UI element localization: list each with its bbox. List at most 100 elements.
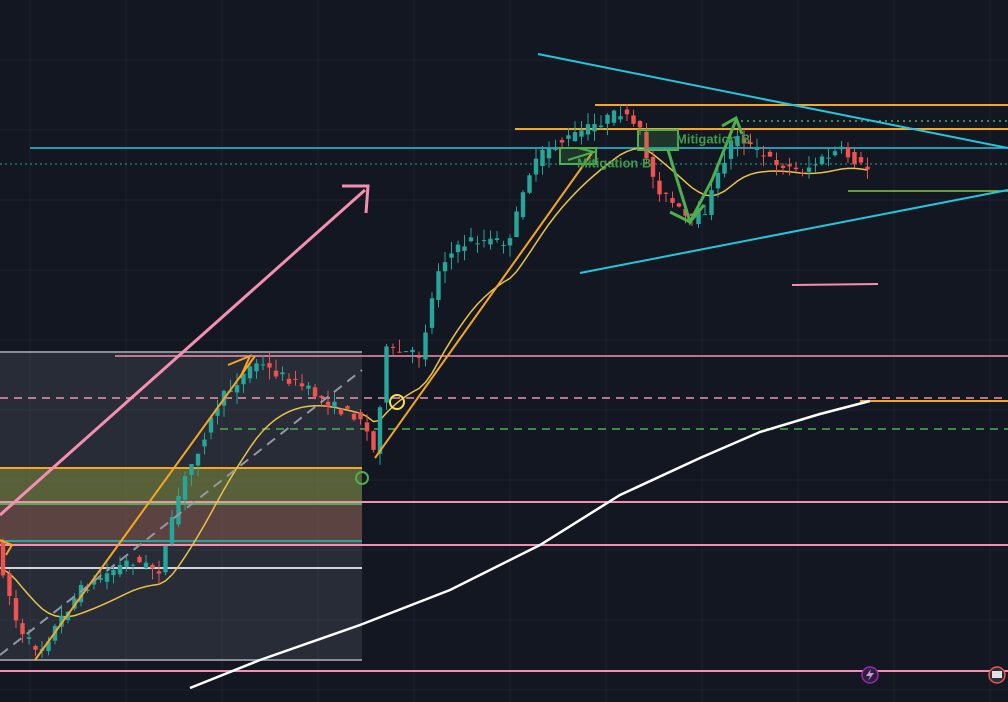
arrow-head	[669, 204, 706, 224]
candle-body	[728, 140, 734, 159]
candle-body	[761, 155, 766, 157]
candle-body	[663, 192, 669, 194]
candle-body	[293, 378, 298, 380]
candle-body	[780, 165, 786, 168]
candle-body	[280, 372, 285, 375]
arrow-head	[0, 539, 14, 556]
candle-body	[117, 564, 123, 575]
short-ma	[2, 147, 868, 618]
arrow-head	[342, 184, 370, 214]
candle-body	[215, 408, 220, 416]
candle-body	[111, 570, 116, 576]
candle-body	[592, 124, 597, 132]
candle-body	[234, 385, 240, 393]
candle-body	[169, 517, 175, 544]
candle-body	[748, 142, 753, 145]
candle-body	[156, 571, 162, 574]
candle-body	[702, 214, 708, 216]
trendline	[34, 355, 256, 661]
marker	[389, 394, 405, 410]
candle-body	[819, 156, 825, 165]
candle-body	[351, 413, 357, 420]
candle-body	[397, 351, 402, 353]
marker	[355, 471, 369, 485]
candle-body	[800, 172, 805, 174]
candle-body	[462, 246, 467, 251]
candle-body	[423, 332, 428, 360]
candle-body	[722, 162, 727, 174]
candle-body	[7, 573, 12, 596]
candles	[0, 103, 870, 658]
candle-body	[598, 125, 604, 128]
candle-body	[735, 136, 740, 147]
candle-body	[325, 401, 331, 407]
candle-body	[494, 238, 500, 240]
candle-body	[579, 130, 584, 137]
candle-body	[371, 431, 376, 450]
candle-body	[657, 180, 662, 195]
candle-body	[709, 190, 714, 215]
candle-body	[839, 146, 844, 150]
candle-body	[644, 131, 649, 159]
candle-body	[618, 116, 623, 120]
candle-body	[481, 240, 487, 242]
arrow-head	[227, 354, 252, 379]
candle-body	[85, 589, 90, 592]
candle-body	[195, 453, 201, 466]
candle-body	[546, 148, 552, 159]
candle-body	[332, 401, 337, 408]
candle-body	[559, 140, 565, 143]
candle-body	[436, 271, 441, 300]
candle-body	[208, 417, 214, 433]
candle-body	[104, 573, 110, 582]
candle-body	[650, 156, 656, 177]
candle-body	[247, 366, 253, 379]
candle-body	[267, 363, 272, 368]
order-block	[0, 504, 362, 544]
candle-body	[364, 422, 370, 432]
candle-body	[442, 262, 448, 272]
candle-body	[449, 253, 454, 258]
candle-body	[143, 562, 149, 569]
candle-body	[572, 132, 578, 142]
candle-body	[475, 243, 480, 245]
candle-body	[429, 298, 435, 328]
candle-body	[306, 385, 311, 389]
annotation: Mitigation B	[577, 155, 651, 170]
candle-body	[20, 623, 25, 635]
candle-body	[338, 408, 344, 415]
flag-icon-glyph	[992, 671, 1002, 678]
candle-body	[787, 164, 792, 167]
candle-body	[858, 157, 864, 163]
arrow-head	[721, 115, 744, 135]
candle-body	[611, 110, 617, 123]
trendline	[537, 53, 1008, 149]
candle-body	[585, 124, 591, 135]
candle-body	[72, 598, 77, 609]
candle-body	[527, 175, 532, 193]
candle-body	[826, 157, 831, 159]
demand-zone	[0, 468, 362, 504]
candle-body	[59, 615, 64, 627]
candle-body	[754, 148, 760, 150]
candle-body	[345, 406, 350, 409]
candle-body	[715, 172, 721, 189]
candle-body	[98, 578, 103, 580]
candle-body	[624, 109, 630, 115]
candle-body	[241, 373, 246, 385]
long-ma	[189, 399, 871, 690]
annotation: Mitigation B	[676, 131, 750, 146]
candle-body	[46, 641, 51, 652]
candle-body	[832, 151, 838, 156]
candle-body	[377, 407, 383, 454]
candle-body	[124, 560, 129, 567]
candle-body	[501, 244, 506, 246]
candle-body	[806, 167, 812, 172]
candle-body	[845, 147, 851, 158]
candle-body	[384, 346, 389, 403]
candle-body	[312, 387, 318, 397]
candle-body	[0, 541, 6, 576]
